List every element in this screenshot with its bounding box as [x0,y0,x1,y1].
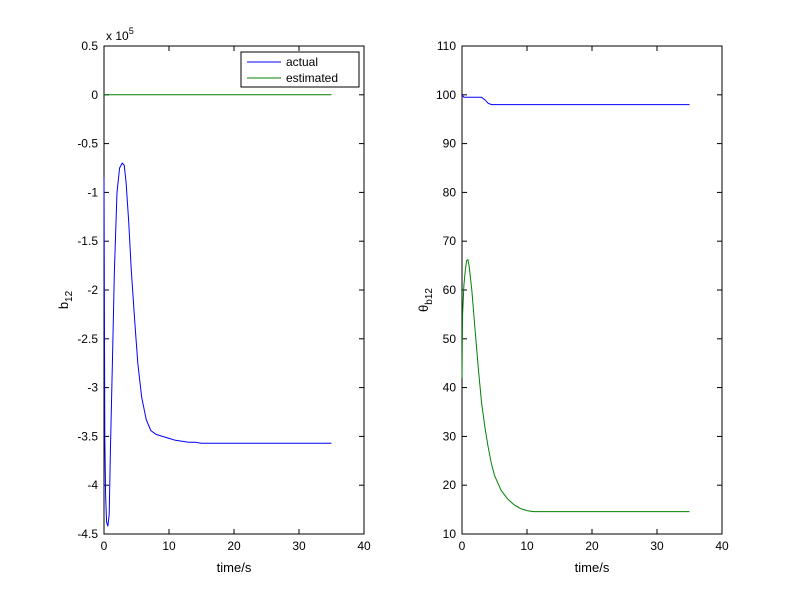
y-tick-label: 0 [91,88,98,102]
x-tick-label: 10 [520,539,534,553]
y-tick-label: 110 [437,39,456,53]
y-tick-label: 20 [443,478,457,492]
series-line-actual [103,162,332,527]
series-group [461,94,690,513]
y-tick-labels: -4.5 -4 -3.5 -3 -2.5 -2 -1.5 -1 -0.5 0 0.5 [77,39,98,541]
plot-area [103,45,365,535]
y-axis-label-main: b [56,302,71,309]
axis-exponent: x 105 [106,26,134,43]
x-tick-label: 40 [715,539,729,553]
x-axis-label: time/s [217,560,252,575]
y-tick-label: -4 [87,478,98,492]
y-tick-label: 70 [443,234,457,248]
y-axis-label-main: θ [416,305,431,312]
y-tick-label: -3 [87,381,98,395]
x-tick-label: 0 [101,539,108,553]
y-tick-label: 100 [436,88,456,102]
y-tick-label: -4.5 [77,527,98,541]
y-tick-label: 90 [443,137,457,151]
y-axis-label-subscript: 12 [64,290,75,302]
y-tick-labels: 10 20 30 40 50 60 70 80 90 100 110 [436,39,456,541]
x-tick-labels: 0 10 20 30 40 [459,539,729,553]
y-tick-label: -3.5 [77,429,98,443]
x-tick-label: 0 [459,539,466,553]
x-tick-label: 10 [162,539,176,553]
legend-entry-actual: actual [286,55,318,69]
x-axis-label: time/s [575,560,610,575]
legend: actual estimated [240,51,360,88]
y-axis-label: θb12 [416,288,435,312]
y-tick-label: 60 [443,283,457,297]
y-axis-label-subscript: b12 [424,288,435,305]
x-tick-label: 30 [292,539,306,553]
x-tick-label: 30 [650,539,664,553]
y-tick-label: 50 [443,332,457,346]
y-tick-label: -2 [87,283,98,297]
legend-entry-estimated: estimated [286,71,338,85]
y-tick-label: -1.5 [77,234,98,248]
plot-area [461,45,723,535]
y-tick-label: 0.5 [81,39,98,53]
y-tick-label: 80 [443,185,457,199]
series-line-1 [461,94,690,106]
y-tick-label: -2.5 [77,332,98,346]
y-tick-label: 40 [443,381,457,395]
y-axis-label: b12 [56,290,75,309]
y-tick-label: 30 [443,429,457,443]
y-tick-label: -0.5 [77,137,98,151]
tick-marks [461,45,723,535]
x-tick-label: 20 [227,539,241,553]
y-tick-label: -1 [87,185,98,199]
series-line-2 [461,258,690,513]
series-group [103,94,332,527]
legend-box [240,51,360,88]
axis-exponent-base: x 10 [106,29,129,43]
y-tick-label: 10 [443,527,457,541]
subplot-b12: 0 10 20 30 40 -4.5-4-3.5-3-2.5-2-1.5-1-0.500… [56,26,371,575]
x-tick-label: 20 [585,539,599,553]
x-tick-label: 40 [357,539,371,553]
x-tick-labels: 0 10 20 30 40 [101,539,371,553]
axis-exponent-power: 5 [129,26,134,36]
